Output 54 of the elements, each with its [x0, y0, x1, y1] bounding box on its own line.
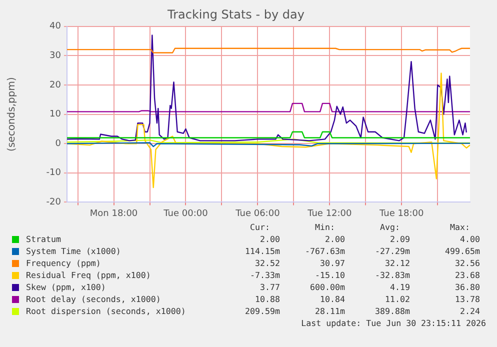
- text: Last update: Tue Jun 30 23:15:11 2026: [300, 318, 486, 330]
- y-tick-label: 40: [50, 22, 62, 32]
- y-tick-label: 0: [55, 138, 62, 149]
- legend-label: Root delay (seconds, x1000): [26, 294, 161, 304]
- legend-label: Frequency (ppm): [26, 258, 101, 268]
- text: 4.00: [460, 234, 480, 244]
- y-tick-label: -10: [46, 168, 62, 178]
- y-tick-label: -20: [46, 198, 62, 208]
- text: -15.10: [315, 270, 345, 280]
- legend-label: System Time (x1000): [26, 246, 121, 256]
- text: 3.77: [259, 282, 280, 292]
- text: 209.59m: [244, 306, 280, 316]
- y-tick-label: 10: [50, 110, 62, 120]
- text: 11.02: [385, 294, 410, 304]
- text: -32.83m: [375, 270, 410, 280]
- text: Cur:: [249, 222, 270, 232]
- x-tick-label: Mon 18:00: [90, 208, 138, 219]
- y-tick-label: 30: [50, 51, 62, 62]
- text: 4.19: [390, 282, 410, 292]
- text: 28.11m: [315, 306, 345, 316]
- text: Max:: [450, 222, 470, 232]
- text: -27.29m: [375, 246, 410, 256]
- text: 10.88: [254, 294, 280, 304]
- x-tick-label: Tue 06:00: [234, 208, 280, 219]
- text: 114.15m: [244, 246, 280, 256]
- text: 23.68: [455, 270, 480, 280]
- text: 2.00: [325, 234, 345, 244]
- text: 600.00m: [310, 282, 345, 292]
- text: 2.24: [460, 306, 480, 316]
- legend-label: Skew (ppm, x100): [26, 282, 106, 292]
- x-tick-label: Tue 18:00: [378, 208, 424, 219]
- legend-label: Root dispersion (seconds, x1000): [26, 306, 186, 316]
- x-tick-label: Tue 00:00: [162, 208, 208, 219]
- text: 32.52: [254, 258, 280, 268]
- legend-label: Residual Freq (ppm, x100): [26, 270, 151, 280]
- text: 32.12: [385, 258, 410, 268]
- text: -7.33m: [249, 270, 280, 280]
- legend-label: Stratum: [26, 234, 61, 244]
- text: 2.09: [390, 234, 410, 244]
- text: 13.78: [455, 294, 480, 304]
- text: 499.65m: [445, 246, 480, 256]
- text: Avg:: [380, 222, 400, 232]
- chart-title: Tracking Stats - by day: [166, 7, 304, 22]
- text: 32.56: [455, 258, 480, 268]
- text: 389.88m: [375, 306, 410, 316]
- y-axis-title: (seconds,ppm): [6, 77, 18, 152]
- text: 30.97: [320, 258, 345, 268]
- text: 10.84: [320, 294, 345, 304]
- text: Min:: [315, 222, 335, 232]
- x-tick-label: Tue 12:00: [306, 208, 352, 219]
- text: 36.80: [455, 282, 480, 292]
- text: 2.00: [259, 234, 280, 244]
- y-tick-label: 20: [50, 80, 62, 90]
- text: -767.63m: [305, 246, 345, 256]
